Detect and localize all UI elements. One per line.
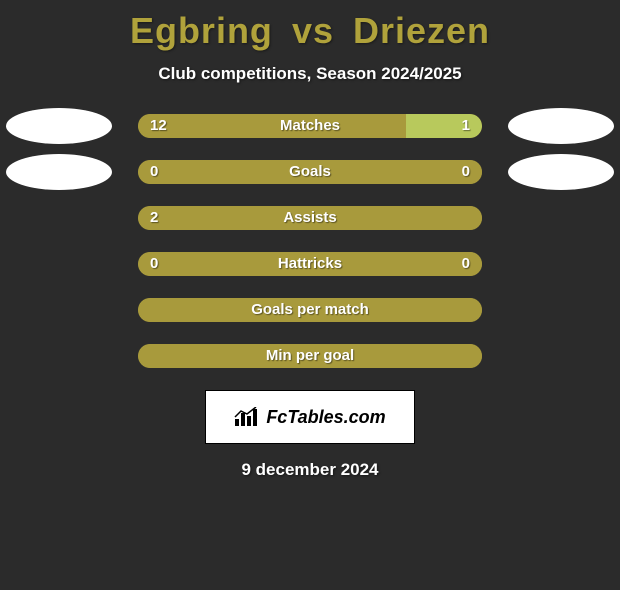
stat-row: Hattricks0 0	[0, 252, 620, 276]
stat-label: Hattricks	[138, 252, 482, 276]
bar-chart-icon	[234, 407, 260, 427]
stat-value-left: 0	[138, 252, 170, 276]
brand-badge: FcTables.com	[205, 390, 415, 444]
stat-value-left: 2	[138, 206, 170, 230]
player1-avatar	[6, 154, 112, 190]
stat-label: Matches	[138, 114, 482, 138]
date-label: 9 december 2024	[0, 460, 620, 480]
brand-text: FcTables.com	[266, 407, 385, 428]
player2-name: Driezen	[353, 10, 490, 51]
stat-value-right: 0	[450, 160, 482, 184]
player2-avatar	[508, 154, 614, 190]
stat-label: Goals	[138, 160, 482, 184]
player1-avatar	[6, 108, 112, 144]
stats-container: Matches121Goals00Assists2Hattricks00Goal…	[0, 114, 620, 368]
stat-row: Goals per match	[0, 298, 620, 322]
stat-row: Min per goal	[0, 344, 620, 368]
stat-value-right: 0	[450, 252, 482, 276]
vs-label: vs	[292, 10, 334, 51]
stat-label: Assists	[138, 206, 482, 230]
stat-label: Min per goal	[138, 344, 482, 368]
stat-value-right: 1	[450, 114, 482, 138]
stat-row: Assists2	[0, 206, 620, 230]
stat-value-left: 12	[138, 114, 179, 138]
stat-row: Matches12 1	[0, 114, 620, 138]
player2-avatar	[508, 108, 614, 144]
page-title: Egbring vs Driezen	[0, 10, 620, 52]
stat-value-left: 0	[138, 160, 170, 184]
player1-name: Egbring	[130, 10, 273, 51]
stat-row: Goals0 0	[0, 160, 620, 184]
subtitle: Club competitions, Season 2024/2025	[0, 64, 620, 84]
brand-inner: FcTables.com	[234, 407, 385, 428]
stat-label: Goals per match	[138, 298, 482, 322]
